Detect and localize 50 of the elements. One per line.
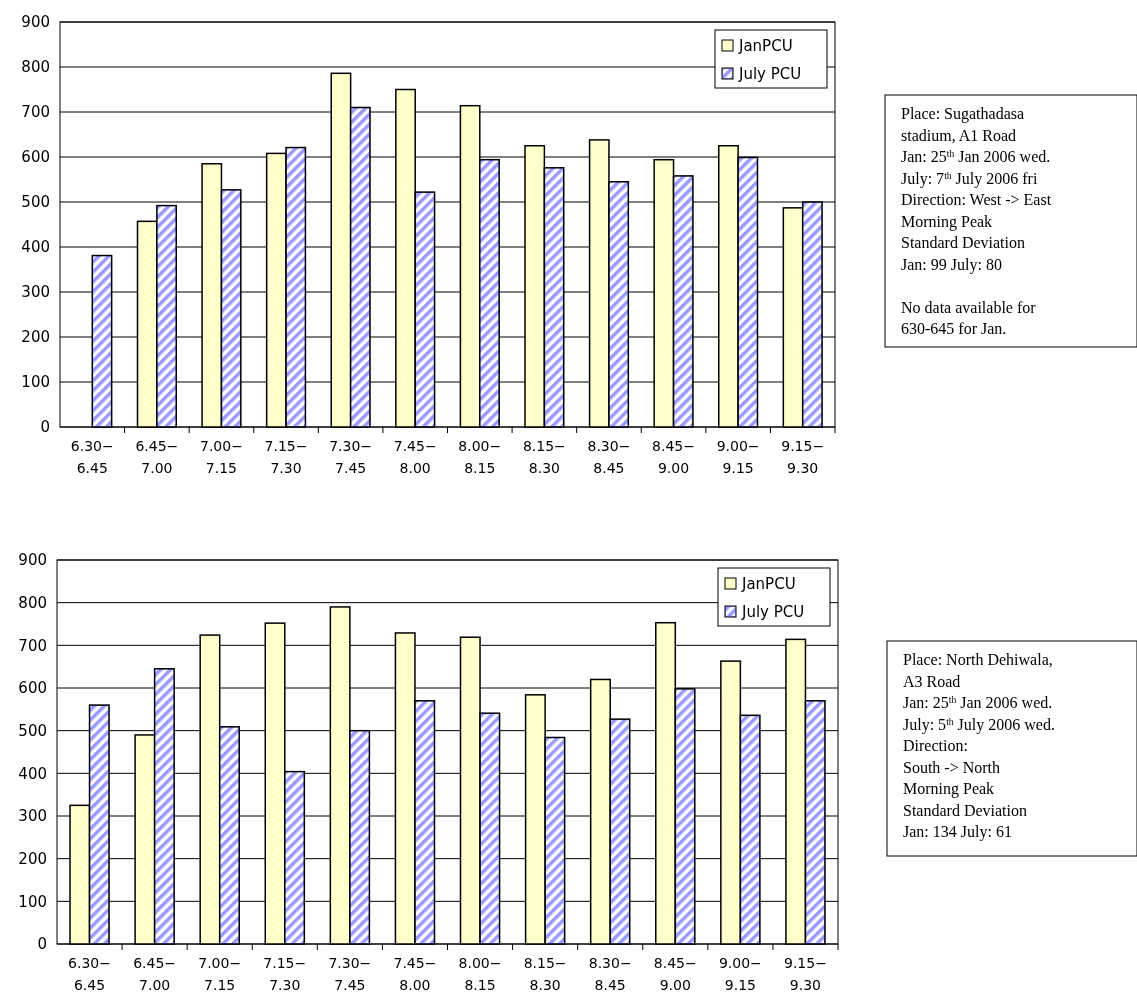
x-tick-label: 6.45− 7.00 (133, 955, 177, 993)
y-tick-label: 100 (18, 892, 47, 911)
y-tick-label: 100 (21, 373, 50, 392)
legend-label: JanPCU (738, 37, 793, 55)
x-tick-label: 6.30− 6.45 (70, 438, 114, 476)
y-tick-label: 700 (18, 636, 47, 655)
text: Place: Sugathadasa stadium, A1 Road Jan: 25$^{th}$ Jan 2006 wed. July: 7$^{th}$ July 2006 fri Direction: West -> East Morning Peak Standard Deviation Jan: 99 July: 80 No data available for 630-645 for Jan. (901, 105, 1052, 337)
x-tick-label: 6.45− 7.00 (135, 438, 179, 476)
x-tick-label: 8.45− 9.00 (653, 955, 697, 993)
y-tick-label: 200 (21, 328, 50, 347)
x-tick-label: 7.30− 7.45 (328, 955, 372, 993)
y-tick-label: 900 (21, 13, 50, 32)
x-tick-label: 6.30− 6.45 (68, 955, 111, 993)
legend-label: JanPCU (741, 575, 796, 593)
y-tick-label: 300 (21, 283, 50, 302)
x-tick-label: 8.30− 8.45 (587, 438, 631, 476)
x-tick-label: 8.30− 8.45 (588, 955, 632, 993)
x-tick-label: 9.00− 9.15 (718, 955, 762, 993)
y-tick-label: 400 (18, 764, 47, 783)
x-tick-label: 7.15− 7.30 (263, 955, 307, 993)
legend-label: July PCU (738, 65, 802, 83)
x-tick-label: 8.00− 8.15 (458, 955, 502, 993)
x-tick-label: 7.15− 7.30 (264, 438, 308, 476)
y-tick-label: 300 (18, 807, 47, 826)
y-tick-label: 500 (21, 193, 50, 212)
y-tick-label: 200 (18, 849, 47, 868)
x-tick-label: 7.45− 8.00 (393, 438, 437, 476)
y-tick-label: 600 (18, 679, 47, 698)
x-tick-label: 9.00− 9.15 (716, 438, 760, 476)
legend-label: July PCU (741, 603, 805, 621)
x-tick-label: 7.30− 7.45 (329, 438, 373, 476)
x-tick-label: 9.15− 9.30 (784, 955, 827, 993)
y-tick-label: 500 (18, 721, 47, 740)
x-tick-label: 7.00− 7.15 (198, 955, 242, 993)
x-tick-label: 8.15− 8.30 (522, 438, 566, 476)
y-tick-label: 800 (18, 593, 47, 612)
x-tick-label: 7.45− 8.00 (393, 955, 437, 993)
x-tick-label: 8.45− 9.00 (652, 438, 695, 476)
y-tick-label: 0 (37, 935, 47, 954)
y-tick-label: 900 (18, 551, 47, 570)
y-tick-label: 800 (21, 58, 50, 77)
x-tick-label: 8.15− 8.30 (523, 955, 567, 993)
x-tick-label: 9.15− 9.30 (781, 438, 825, 476)
y-tick-label: 0 (40, 418, 50, 437)
y-tick-label: 400 (21, 238, 50, 257)
x-tick-label: 8.00− 8.15 (458, 438, 502, 476)
y-tick-label: 700 (21, 103, 50, 122)
x-tick-label: 7.00− 7.15 (200, 438, 243, 476)
y-tick-label: 600 (21, 148, 50, 167)
text: Place: North Dehiwala, A3 Road Jan: 25$^{th}$ Jan 2006 wed. July: 5$^{th}$ July 2006 wed. Direction: South -> North Morning Peak Standard Deviation Jan: 134 July: 61 (903, 651, 1055, 840)
